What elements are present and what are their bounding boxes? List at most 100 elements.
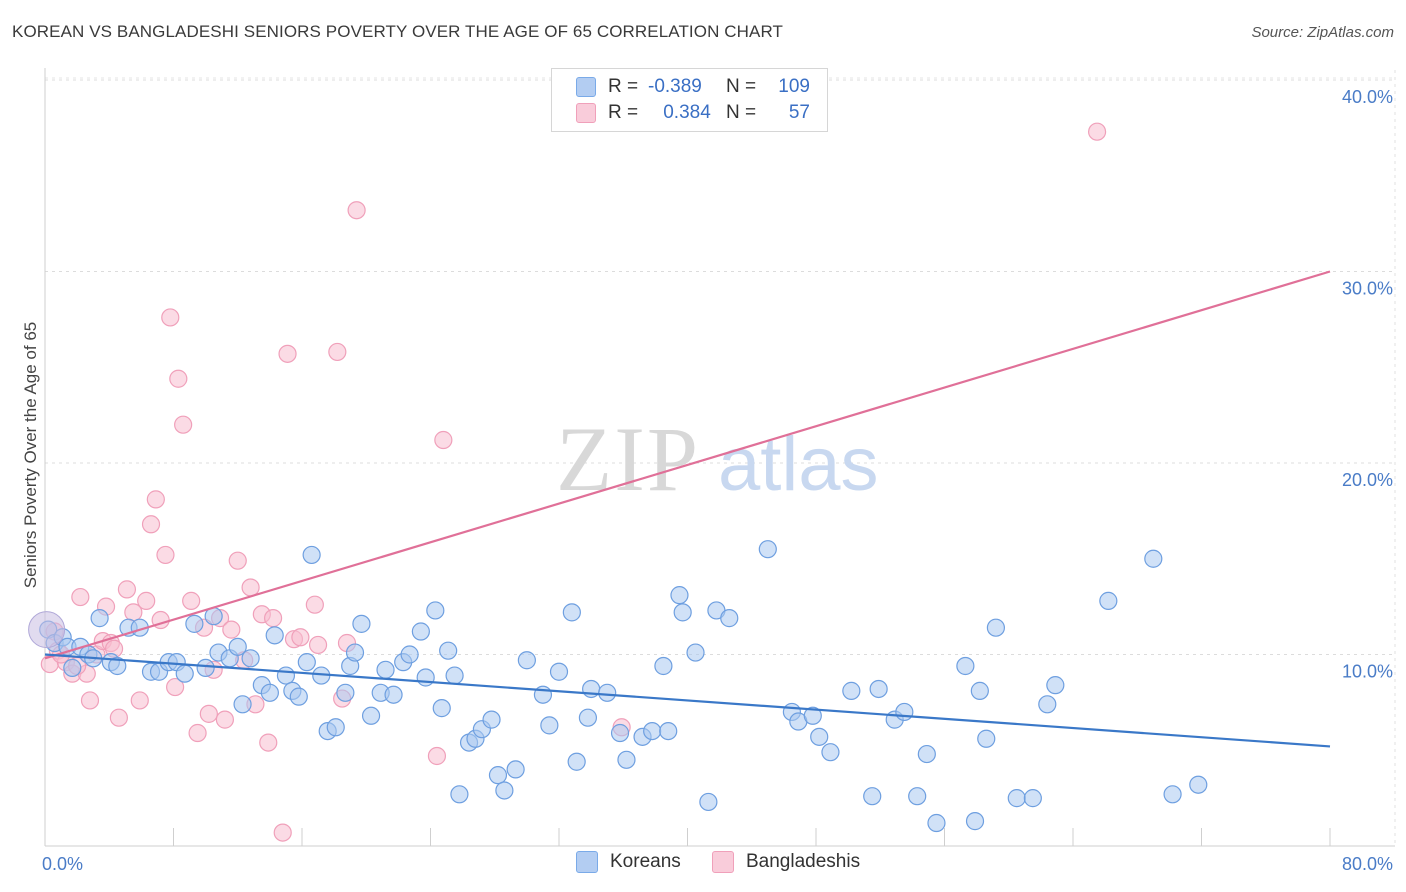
bangladeshi-point [174, 415, 193, 434]
korean-point [977, 729, 996, 748]
bangladeshis-legend-label: Bangladeshis [746, 851, 861, 872]
korean-point [863, 787, 882, 806]
korean-point [956, 656, 975, 676]
bangladeshi-point [228, 551, 247, 570]
korean-point [1163, 785, 1182, 804]
koreans-swatch [576, 77, 596, 97]
korean-point [610, 723, 630, 743]
bangladeshi-point [109, 708, 128, 727]
x-tick-label: 80.0% [1342, 854, 1393, 874]
korean-point [549, 662, 569, 681]
n-value: 57 [788, 102, 810, 123]
korean-point [228, 637, 247, 656]
korean-point [432, 699, 451, 718]
korean-point [699, 792, 718, 812]
korean-point [289, 687, 308, 706]
korean-point [654, 656, 673, 676]
bangladeshi-point [71, 587, 90, 607]
bangladeshi-point [182, 591, 201, 610]
y-tick-label: 20.0% [1342, 470, 1393, 490]
korean-point [908, 787, 927, 806]
korean-point [326, 718, 345, 737]
korean-point [450, 785, 469, 804]
korean-point [1038, 695, 1057, 714]
korean-point [1099, 591, 1118, 610]
bangladeshi-point [156, 545, 175, 565]
bangladeshi-point [188, 723, 207, 743]
n-value: 109 [778, 76, 810, 97]
korean-point [670, 586, 689, 605]
r-label: R = [608, 102, 639, 123]
korean-point [895, 702, 914, 722]
korean-point [260, 683, 279, 702]
bangladeshi-point [347, 201, 366, 220]
korean-point [241, 649, 260, 668]
korean-point [495, 781, 514, 800]
bangladeshis-legend-swatch [712, 851, 734, 873]
y-tick-labels: 10.0% 20.0% 30.0% 40.0% [1342, 87, 1393, 682]
n-label: N = [726, 76, 757, 97]
korean-point [302, 545, 321, 565]
korean-point [400, 645, 419, 664]
korean-point [276, 666, 296, 685]
korean-point [720, 609, 739, 628]
legend-item-bangladeshis: Bangladeshis [712, 851, 860, 873]
korean-point [265, 626, 284, 645]
korean-point [336, 683, 355, 702]
bangladeshi-point [263, 609, 283, 628]
korean-point [617, 750, 636, 769]
bangladeshis-swatch [576, 103, 596, 123]
korean-point [540, 716, 559, 735]
korean-point [1189, 775, 1208, 794]
y-tick-label: 40.0% [1342, 87, 1393, 107]
watermark-zip: ZIP [556, 408, 700, 510]
bangladeshi-point [146, 490, 165, 509]
chart-title: KOREAN VS BANGLADESHI SENIORS POVERTY OV… [12, 22, 784, 41]
korean-point [567, 752, 586, 771]
korean-point [659, 721, 678, 741]
x-tick-label: 0.0% [42, 854, 83, 874]
korean-point [233, 695, 252, 714]
korean-point [445, 666, 464, 685]
cluster-point [28, 611, 66, 649]
koreans-legend-swatch [576, 851, 598, 873]
korean-point [506, 760, 525, 779]
bangladeshi-point [166, 677, 185, 697]
korean-point [598, 683, 617, 702]
bangladeshi-point [427, 746, 447, 766]
korean-point [1046, 676, 1065, 695]
bangladeshi-point [278, 344, 297, 363]
korean-point [352, 614, 371, 633]
axes [44, 68, 1395, 847]
bangladeshi-point [259, 733, 278, 752]
bangladeshi-point [137, 591, 156, 610]
watermark: ZIP atlas [556, 408, 879, 510]
korean-point [482, 710, 501, 729]
source-label: Source: ZipAtlas.com [1251, 24, 1394, 41]
korean-point [175, 664, 194, 683]
korean-point [869, 679, 888, 699]
korean-point [1007, 789, 1026, 808]
bangladeshi-point [1087, 122, 1107, 141]
korean-point [426, 601, 445, 620]
korean-trend-line [44, 653, 1331, 748]
bangladeshi-point [169, 369, 188, 388]
korean-points [28, 540, 1208, 833]
korean-point [673, 603, 692, 622]
bangladeshi-point [222, 620, 241, 639]
korean-point [821, 743, 840, 762]
bangladeshi-point [199, 704, 218, 723]
korean-point [986, 618, 1006, 637]
korean-point [196, 658, 215, 678]
r-value: 0.384 [663, 102, 711, 123]
series-legend: Koreans Bangladeshis [0, 851, 1406, 877]
korean-point [1144, 549, 1163, 568]
korean-point [562, 603, 581, 622]
koreans-legend-label: Koreans [610, 851, 681, 872]
korean-point [63, 658, 82, 678]
bangladeshi-point [273, 823, 292, 842]
korean-point [578, 708, 598, 727]
bangladeshi-point [215, 710, 234, 729]
korean-point [90, 609, 109, 628]
